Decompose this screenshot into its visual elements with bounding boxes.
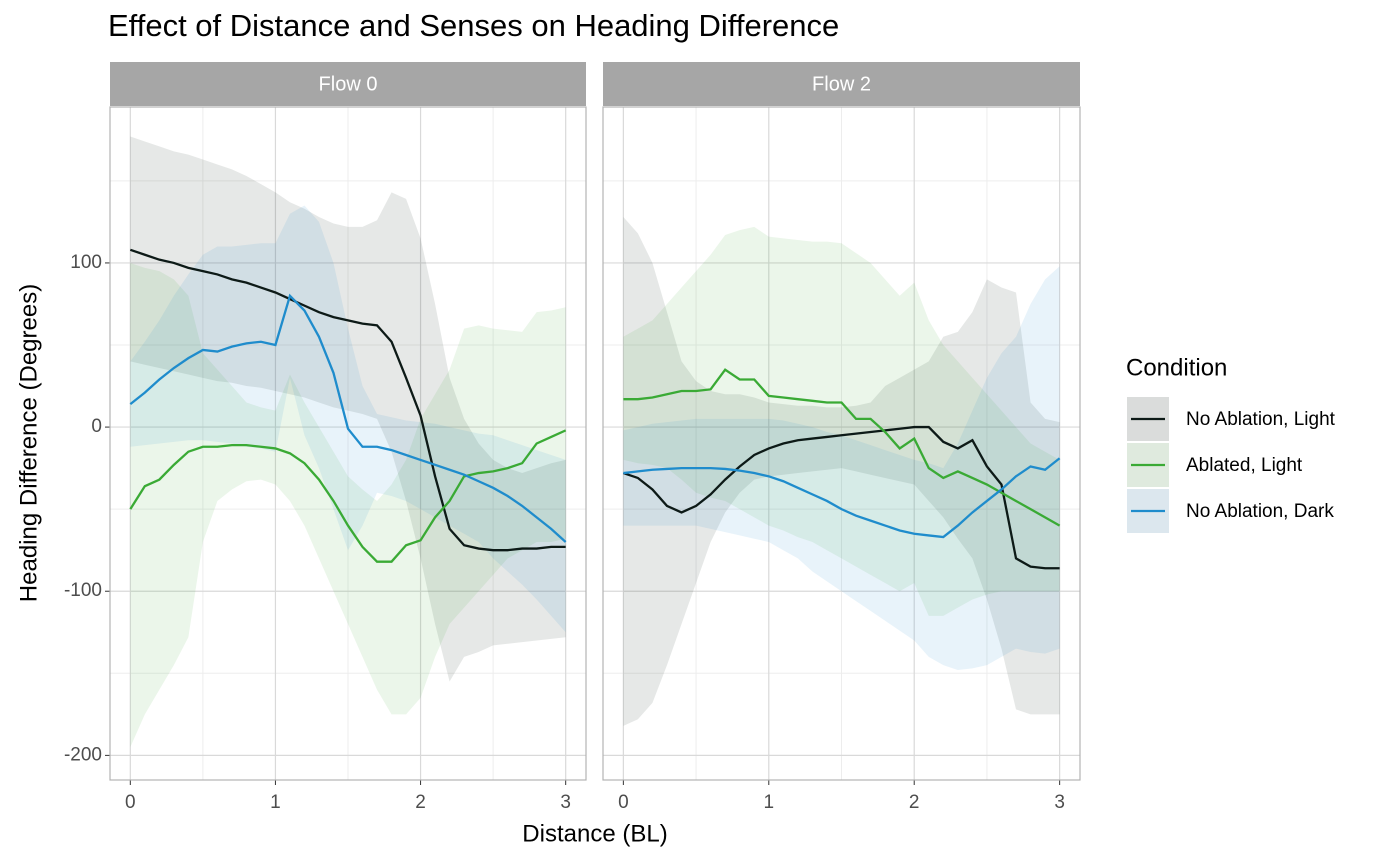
strip (603, 62, 1080, 106)
y-tick-label: -100 (64, 580, 102, 601)
x-tick-label: 3 (1054, 792, 1065, 813)
strip-label: Flow 2 (812, 73, 871, 95)
confidence-band (130, 136, 566, 682)
legend-label: No Ablation, Light (1186, 409, 1336, 430)
series-line (129, 248, 566, 552)
y-tick-label: 100 (70, 252, 102, 273)
series-line (623, 368, 1061, 527)
strip (110, 62, 586, 106)
confidence-band (623, 266, 1060, 671)
confidence-band (130, 205, 566, 633)
strip-label: Flow 0 (319, 73, 378, 95)
legend-label: Ablated, Light (1186, 455, 1303, 476)
x-tick-label: 1 (270, 792, 281, 813)
x-tick-label: 2 (415, 792, 426, 813)
x-tick-label: 1 (763, 792, 774, 813)
y-tick-label: -200 (64, 744, 102, 765)
confidence-band (623, 226, 1060, 616)
confidence-band (130, 262, 566, 748)
legend-title: Condition (1126, 354, 1227, 381)
series-line (129, 293, 567, 543)
x-tick-label: 0 (125, 792, 136, 813)
x-tick-label: 2 (909, 792, 920, 813)
panel-border (602, 106, 1081, 781)
series-line (622, 425, 1060, 570)
series-line (623, 457, 1061, 539)
panel-border (109, 106, 587, 781)
chart-title: Effect of Distance and Senses on Heading… (108, 8, 839, 43)
x-tick-label: 3 (560, 792, 571, 813)
x-axis-label: Distance (BL) (522, 820, 667, 847)
confidence-band (623, 216, 1060, 726)
y-tick-label: 0 (91, 416, 102, 437)
x-tick-label: 0 (618, 792, 629, 813)
y-axis-label: Heading Difference (Degrees) (15, 284, 42, 602)
series-line (129, 429, 567, 563)
legend-label: No Ablation, Dark (1186, 501, 1334, 522)
